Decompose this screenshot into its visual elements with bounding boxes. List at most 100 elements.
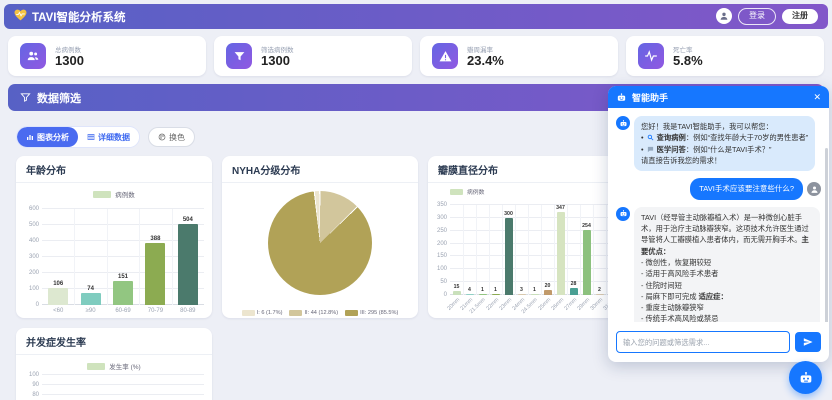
chat-text: - 重度主动脉瓣狭窄 <box>641 303 704 313</box>
brand: TAVI智能分析系统 <box>14 8 126 26</box>
stat-card-total-cases: 总病例数 1300 <box>8 36 206 76</box>
bar-30mm <box>595 294 604 295</box>
bar-cell: 4 <box>463 205 476 295</box>
legend-label: 病例数 <box>467 190 485 196</box>
send-button[interactable] <box>795 332 821 352</box>
chat-scrollbar[interactable] <box>825 148 828 322</box>
chart-title: 年龄分布 <box>16 156 212 183</box>
chat-text: • <box>641 133 646 143</box>
series-legend[interactable]: 发生率 (%) <box>16 361 212 371</box>
bar-value-label: 347 <box>556 205 565 211</box>
chat-text: 主要优点： <box>641 235 809 256</box>
pie-legend-item[interactable]: II: 44 (12.8%) <box>289 310 338 316</box>
chat-bubble: TAVI手术应该要注意些什么? <box>690 178 803 200</box>
bar-value-label: 1 <box>533 287 536 294</box>
bar-value-label: 1 <box>494 287 497 294</box>
app-header: TAVI智能分析系统 登录 注册 <box>4 4 828 29</box>
legend-label: I: 6 (1.7%) <box>256 310 283 316</box>
stat-card-filtered-cases: 筛选病例数 1300 <box>214 36 412 76</box>
close-icon[interactable]: ✕ <box>813 91 821 102</box>
assistant-header: 智能助手 ✕ <box>608 86 829 108</box>
gridline <box>450 281 619 283</box>
user-avatar <box>807 182 821 196</box>
chat-message-row: TAVI手术应该要注意些什么? <box>616 178 821 200</box>
pulse-icon <box>638 43 664 69</box>
search-icon <box>647 134 654 141</box>
chart-body: 病例数 0 50 100 150 200 250 300 350 15 4 1 1 300 3 1 20 347… <box>428 183 624 321</box>
gridline <box>450 255 619 257</box>
x-tick-label: 26mm <box>549 297 565 312</box>
bar-value-label: 388 <box>150 235 161 242</box>
gridline-vertical <box>463 205 464 295</box>
y-tick-label: 600 <box>28 206 39 212</box>
x-tick-label: 23mm <box>497 297 513 312</box>
x-axis: <60 ≥90 60-69 70-79 80-89 <box>42 305 204 314</box>
gridline-vertical <box>171 209 173 305</box>
user-avatar-button[interactable] <box>716 8 732 25</box>
chat-input[interactable] <box>616 331 790 353</box>
chat-bubble: TAVI（经导管主动脉瓣植入术）是一种微创心脏手术，用于治疗主动脉瓣狭窄。这项技… <box>634 206 820 322</box>
y-tick-label: 150 <box>436 253 447 260</box>
gridline <box>42 394 204 395</box>
nyha-pie <box>268 191 372 295</box>
x-tick-label: ≥90 <box>85 308 96 314</box>
gridline <box>42 272 204 273</box>
bar-value-label: 1 <box>481 287 484 294</box>
tab-chart-analysis[interactable]: 图表分析 <box>17 127 78 147</box>
x-tick-label: 25mm <box>536 297 552 312</box>
bar-cell: 15 <box>450 205 463 295</box>
x-tick-label: 29mm <box>575 297 591 312</box>
tab-label: 详细数据 <box>98 132 130 142</box>
bar-chart-icon <box>26 133 34 141</box>
tab-group: 图表分析 详细数据 <box>16 126 140 148</box>
chat-input-row <box>608 322 829 362</box>
chat-text: - 适用于高风险手术患者 <box>641 269 719 279</box>
chat-line: - 微创性，恢复期较短 <box>641 257 813 268</box>
pie-legend-item[interactable]: I: 6 (1.7%) <box>241 310 283 316</box>
y-tick-label: 500 <box>28 222 39 228</box>
filter-funnel-icon <box>20 92 31 103</box>
chart-body: 发生率 (%) 0102030405060708090100 <box>16 355 212 400</box>
tab-detail-data[interactable]: 详细数据 <box>78 127 139 147</box>
y-tick-label: 300 <box>436 214 447 221</box>
gridline <box>450 229 619 231</box>
y-tick-label: 100 <box>28 286 39 292</box>
chat-line: - 适用于高风险手术患者 <box>641 268 813 279</box>
pie-legend-item[interactable]: III: 295 (85.5%) <box>345 310 398 316</box>
assistant-fab-robot-icon[interactable] <box>789 361 822 394</box>
gridline-vertical <box>74 209 76 305</box>
tab-label: 图表分析 <box>37 132 69 142</box>
series-legend[interactable]: 病例数 <box>428 187 624 196</box>
x-tick-label: 22mm <box>484 297 500 312</box>
bar-cell: 300 <box>502 205 515 295</box>
heart-logo-icon <box>14 8 27 26</box>
register-button[interactable]: 注册 <box>782 9 818 24</box>
chat-text: - 局麻下即可完成 <box>641 291 699 301</box>
gridline <box>42 224 204 225</box>
gridline <box>42 256 204 257</box>
chat-messages: 您好！我是TAVI智能助手，我可以帮您： • 查询病例：例如“查找年龄大于70岁的… <box>608 108 829 322</box>
header-actions: 登录 注册 <box>716 8 818 25</box>
chat-line: TAVI手术应该要注意些什么? <box>699 183 794 195</box>
chart-title: 并发症发生率 <box>16 328 212 355</box>
x-tick-label: 20mm <box>445 297 461 312</box>
gridline-vertical <box>541 205 542 295</box>
users-icon <box>20 43 46 69</box>
gridline <box>42 208 204 209</box>
chat-line: • 医学问答：例如“什么是TAVI手术？” <box>641 144 808 155</box>
login-button[interactable]: 登录 <box>738 8 776 25</box>
x-tick-label: 30mm <box>588 297 604 312</box>
recolor-button[interactable]: 换色 <box>148 127 195 147</box>
bar-value-label: 28 <box>570 280 577 287</box>
chat-text: • <box>641 144 646 154</box>
chat-text: - 传统手术高风险或禁忌 <box>641 314 719 322</box>
chat-bubble: 您好！我是TAVI智能助手，我可以帮您： • 查询病例：例如“查找年龄大于70岁的… <box>634 116 816 172</box>
bar-cell: 254 <box>580 205 593 295</box>
nyha-distribution-card: NYHA分级分布 I: 6 (1.7%) II: 44 (12.8%) III: 2… <box>222 156 418 318</box>
series-legend[interactable]: 病例数 <box>16 189 212 199</box>
chat-text: 适应症： <box>698 291 728 301</box>
complication-rate-card: 并发症发生率 发生率 (%) 0102030405060708090100 <box>16 328 212 400</box>
bar-cell: 74 <box>74 209 106 305</box>
gridline <box>450 268 619 270</box>
bar-20mm <box>452 291 461 295</box>
